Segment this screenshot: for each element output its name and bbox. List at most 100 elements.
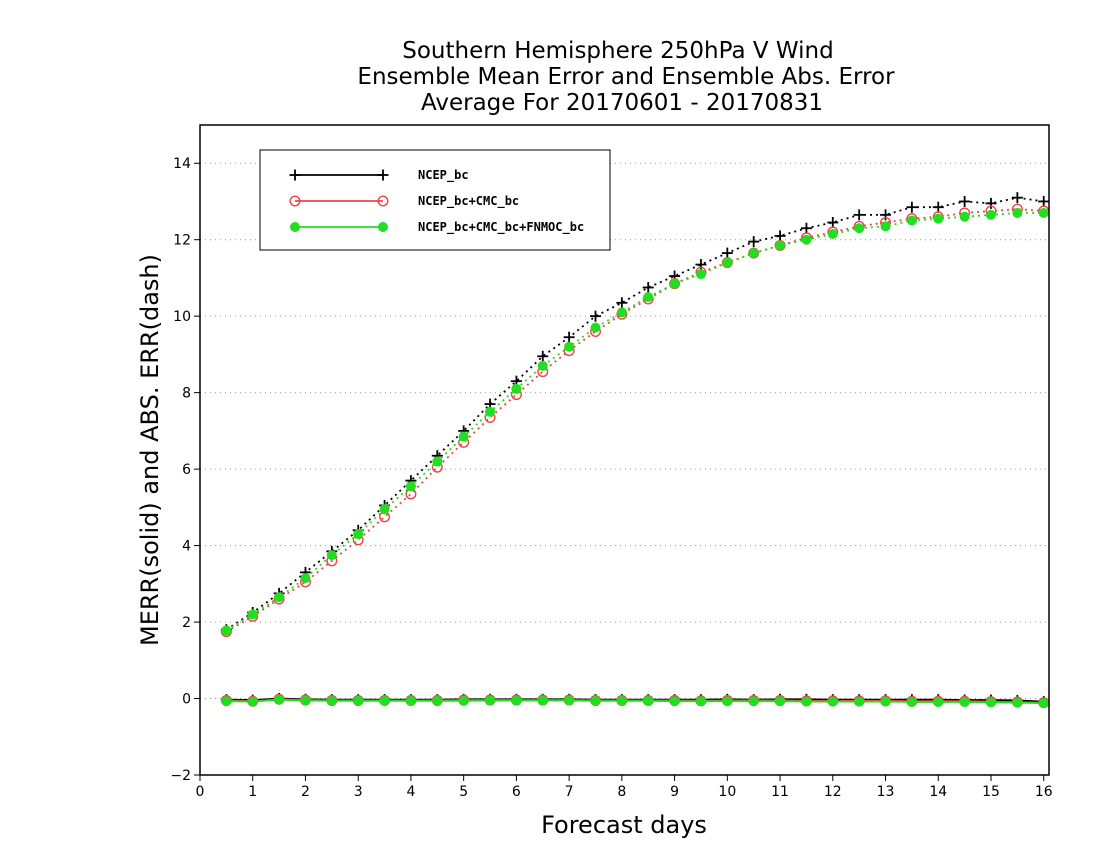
series-2-abs-err-point-22 [801,234,812,245]
x-tick-label-16: 16 [1035,784,1053,800]
y-tick-label-8: 8 [182,386,191,402]
series-0-abs-err-point-18 [695,259,707,271]
series-2-mean-err-point-8 [432,695,443,706]
legend-marker-right-2 [378,222,388,232]
series-2-abs-err-point-8 [432,456,443,467]
series-2-mean-err-point-12 [537,695,548,706]
series-2-mean-err-point-19 [722,696,733,707]
series-0-abs-err-point-16 [642,282,654,293]
series-2-abs-err-point-25 [880,221,891,232]
series-2-mean-err-point-2 [274,694,285,705]
legend-box [259,149,611,251]
series-2 [221,207,1049,709]
y-tick-label-14: 14 [173,156,191,172]
y-tick-label--2: −2 [170,768,191,784]
series-0-abs-err-point-31 [1038,195,1050,207]
legend-marker-left-2 [290,222,300,232]
series-2-mean-err-point-10 [485,695,496,706]
series-2-abs-err-point-26 [906,215,917,226]
x-tick-label-15: 15 [982,784,1000,800]
series-2-abs-err-point-28 [959,211,970,222]
series-2-abs-err-point-16 [643,292,654,303]
series-2-abs-err-point-13 [564,341,575,352]
x-tick-label-14: 14 [929,784,947,800]
legend-label-2: NCEP_bc+CMC_bc+FNMOC_bc [418,220,584,235]
x-tick-label-4: 4 [406,784,415,800]
series-2-mean-err-point-29 [985,697,996,708]
series-2-mean-err-point-21 [775,696,786,707]
x-tick-label-2: 2 [301,784,310,800]
series-2-mean-err-point-22 [801,696,812,707]
series-2-abs-err-point-21 [775,240,786,251]
series-1-abs-err-line [225,208,1044,633]
series-0-abs-err-point-23 [827,217,839,228]
x-tick-label-5: 5 [459,784,468,800]
x-tick-label-3: 3 [354,784,363,800]
series-2-abs-err-point-1 [247,609,258,620]
x-tick-label-8: 8 [617,784,626,800]
series-2-abs-err-point-18 [695,269,706,280]
legend-label-1: NCEP_bc+CMC_bc [418,194,519,209]
series-2-abs-err-point-11 [511,383,522,394]
legend-marker-right-0 [377,169,389,181]
x-axis-label: Forecast days [541,811,707,839]
series-1 [220,203,1050,709]
series-0-abs-err-point-19 [721,247,733,259]
y-tick-label-6: 6 [182,462,191,478]
series-0-abs-err-point-22 [800,222,812,234]
y-tick-label-4: 4 [182,539,191,555]
series-2-mean-err-point-27 [933,696,944,707]
x-tick-label-13: 13 [877,784,895,800]
series-2-mean-err-point-17 [669,696,680,707]
chart-title: Southern Hemisphere 250hPa V Wind Ensemb… [357,38,895,116]
chart-title-line-3: Average For 20170601 - 20170831 [421,90,823,116]
series-0-abs-err-point-14 [589,310,601,322]
series-2-abs-err-point-14 [590,322,601,333]
series-2-abs-err-point-17 [669,278,680,289]
series-2-abs-err-point-4 [326,550,337,561]
series-2-mean-err-point-26 [906,696,917,707]
series-2-mean-err-point-9 [458,695,469,706]
x-tick-label-0: 0 [196,784,205,800]
x-tick-label-7: 7 [565,784,574,800]
series-0-abs-err-point-13 [563,331,575,343]
series-2-abs-err-point-15 [616,307,627,318]
series-0-abs-err-point-30 [1011,192,1023,204]
series-2-mean-err-point-31 [1038,698,1049,709]
series-2-mean-err-point-25 [880,696,891,707]
series-0-abs-err-point-27 [932,201,944,213]
series-2-mean-err-point-6 [379,695,390,706]
series-2-abs-err-point-30 [1012,207,1023,218]
series-2-mean-err-point-4 [326,695,337,706]
x-tick-label-6: 6 [512,784,521,800]
series-2-abs-err-point-31 [1038,207,1049,218]
chart-title-line-2: Ensemble Mean Error and Ensemble Abs. Er… [357,64,895,90]
chart-title-line-1: Southern Hemisphere 250hPa V Wind [402,38,833,64]
series-2-abs-err-line [225,212,1044,632]
series-2-mean-err-point-30 [1012,697,1023,708]
x-tick-label-9: 9 [670,784,679,800]
series-0-abs-err-point-24 [853,209,865,221]
series-2-mean-err-point-0 [221,696,232,707]
series-2-abs-err-point-19 [722,257,733,268]
series-0-abs-err-point-12 [537,350,549,362]
series-2-mean-err-point-24 [854,696,865,707]
series-2-mean-err-point-5 [353,695,364,706]
series-2-abs-err-point-20 [748,248,759,259]
y-axis-label: MERR(solid) and ABS. ERR(dash) [136,254,164,646]
x-tick-label-10: 10 [718,784,736,800]
x-tick-label-1: 1 [248,784,257,800]
legend-marker-left-0 [289,169,301,181]
series-2-abs-err-point-27 [933,213,944,224]
series-2-mean-err-point-14 [590,695,601,706]
series-2-abs-err-point-9 [458,431,469,442]
series-0-abs-err-point-28 [959,195,971,207]
legend: NCEP_bc NCEP_bc+CMC_bc NCEP_bc+CMC_bc+FNMO… [259,149,611,251]
series-2-mean-err-point-23 [827,696,838,707]
legend-item-2: NCEP_bc+CMC_bc+FNMOC_bc [290,220,584,235]
series-0-abs-err-line [225,196,1044,631]
series-0-abs-err-point-25 [880,209,892,221]
x-tick-label-11: 11 [771,784,789,800]
series-2-mean-err-point-7 [405,695,416,706]
